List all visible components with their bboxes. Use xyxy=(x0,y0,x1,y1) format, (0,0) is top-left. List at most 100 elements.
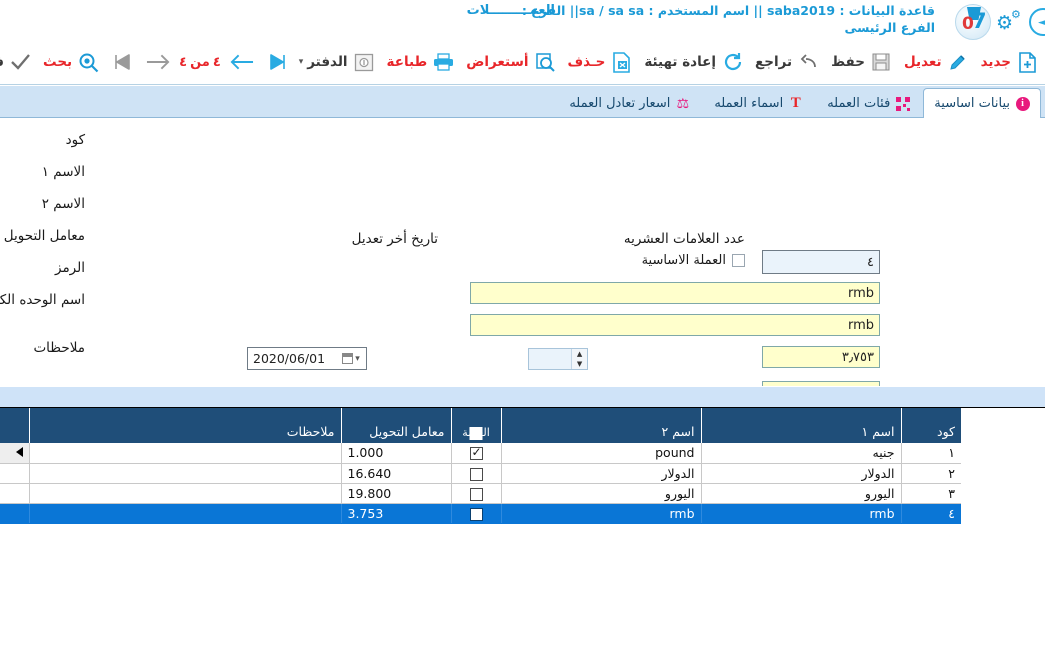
check-button[interactable]: فحـص xyxy=(0,40,39,84)
tab-currency-categories[interactable]: فئات العمله xyxy=(817,89,922,117)
column-header-code[interactable]: كود xyxy=(901,408,962,443)
row-currency-checkbox[interactable] xyxy=(470,507,484,521)
cell-currency[interactable] xyxy=(451,443,502,464)
last-record-button[interactable] xyxy=(260,40,295,84)
delete-button[interactable]: حـذف xyxy=(563,40,640,84)
cell-name1[interactable]: اليورو xyxy=(701,483,902,504)
first-record-icon xyxy=(112,49,137,75)
cell-currency[interactable] xyxy=(451,483,502,504)
spin-up-icon[interactable]: ▲ xyxy=(577,349,584,358)
conversion-factor-label: معامل التحويل xyxy=(4,228,86,244)
pager-current: ٤ xyxy=(213,54,222,70)
delete-document-icon xyxy=(610,49,635,75)
cell-name2[interactable]: pound xyxy=(501,443,702,464)
next-record-button[interactable] xyxy=(225,40,260,84)
column-header-factor[interactable]: معامل التحويل xyxy=(341,408,452,443)
row-currency-checkbox[interactable] xyxy=(470,487,484,501)
cell-name1[interactable]: rmb xyxy=(701,503,902,524)
cell-name2[interactable]: اليورو xyxy=(501,483,702,504)
row-currency-checkbox[interactable] xyxy=(470,445,484,461)
last-modified-value[interactable]: 2020/06/01 xyxy=(254,351,327,366)
tab-basic-data[interactable]: i بيانات اساسية xyxy=(924,88,1042,118)
row-currency-checkbox[interactable] xyxy=(470,467,484,481)
print-button[interactable]: طباعة xyxy=(383,40,463,84)
cell-currency[interactable] xyxy=(451,463,502,484)
cell-name1[interactable]: الدولار xyxy=(701,463,902,484)
title-bar: العمـــــــــلات قاعدة البيانات : saba20… xyxy=(0,0,1046,40)
base-currency-checkbox-row[interactable]: العملة الاساسية xyxy=(643,253,746,268)
cell-notes[interactable] xyxy=(30,483,342,504)
settings-gears-icon[interactable]: ⚙ ⚙ xyxy=(997,8,1022,34)
code-input[interactable] xyxy=(763,250,881,274)
previous-record-button[interactable] xyxy=(142,40,177,84)
cell-code[interactable]: ١ xyxy=(901,443,962,464)
name1-label-row: الاسم ١ xyxy=(43,164,86,180)
cell-name2[interactable]: الدولار xyxy=(501,463,702,484)
spin-down-icon[interactable]: ▼ xyxy=(577,359,584,368)
base-currency-checkbox[interactable] xyxy=(733,254,746,267)
row-selector[interactable] xyxy=(0,503,31,524)
name2-input[interactable] xyxy=(471,314,881,336)
last-modified-date-picker[interactable]: 2020/06/01 ▾ xyxy=(248,347,368,370)
decimal-places-spin-buttons[interactable]: ▲ ▼ xyxy=(572,349,588,369)
decimal-places-label-row: عدد العلامات العشريه xyxy=(625,231,746,247)
conversion-factor-input[interactable] xyxy=(763,346,881,368)
cell-name2[interactable]: rmb xyxy=(501,503,702,524)
column-header-name1[interactable]: اسم ١ xyxy=(701,408,902,443)
row-selector[interactable] xyxy=(0,443,31,464)
cell-factor[interactable]: 1.000 xyxy=(341,443,452,464)
cell-currency[interactable] xyxy=(451,503,502,524)
balance-scale-icon: ⚖ xyxy=(677,95,691,112)
cell-notes[interactable] xyxy=(30,443,342,464)
tab-currency-parity-rates[interactable]: ⚖ اسعار تعادل العمله xyxy=(559,89,702,117)
column-header-name2[interactable]: اسم ٢ xyxy=(501,408,702,443)
cell-notes[interactable] xyxy=(30,503,342,524)
symbol-label: الرمز xyxy=(56,260,86,276)
name1-input[interactable] xyxy=(471,282,881,304)
search-button[interactable]: بحث xyxy=(39,40,107,84)
first-record-button[interactable] xyxy=(107,40,142,84)
decimal-places-label: عدد العلامات العشريه xyxy=(624,231,746,247)
row-selector[interactable] xyxy=(0,483,31,504)
search-icon xyxy=(77,49,102,75)
ledger-button[interactable]: الدفتر ▾ xyxy=(295,40,383,84)
cell-code[interactable]: ٤ xyxy=(901,503,962,524)
table-row[interactable]: ١ جنيه pound 1.000 xyxy=(0,443,962,464)
session-line-2: الفرع الرئيسى xyxy=(845,20,936,35)
decimal-places-value[interactable] xyxy=(530,349,572,369)
cell-code[interactable]: ٢ xyxy=(901,463,962,484)
new-button-label: جديد xyxy=(981,54,1012,70)
undo-arrow-icon xyxy=(797,49,822,75)
pager-of: من xyxy=(191,54,211,70)
preview-button[interactable]: أستعراض xyxy=(462,40,563,84)
table-row[interactable]: ٢ الدولار الدولار 16.640 xyxy=(0,463,962,484)
cell-factor[interactable]: 19.800 xyxy=(341,483,452,504)
new-button[interactable]: جديد xyxy=(977,40,1046,84)
undo-button[interactable]: تراجع xyxy=(751,40,827,84)
calendar-dropdown-button[interactable]: ▾ xyxy=(337,348,367,369)
column-header-currency[interactable]: العملة xyxy=(451,408,502,443)
edit-button[interactable]: تعديل xyxy=(900,40,977,84)
tab-currency-names[interactable]: T اسماء العمله xyxy=(704,89,815,117)
cell-factor[interactable]: 3.753 xyxy=(341,503,452,524)
table-row[interactable]: ٣ اليورو اليورو 19.800 xyxy=(0,483,962,504)
save-button[interactable]: حفظ xyxy=(827,40,900,84)
reset-button[interactable]: إعادة تهيئة xyxy=(640,40,751,84)
cell-name1[interactable]: جنيه xyxy=(701,443,902,464)
decimal-places-stepper[interactable]: ▲ ▼ xyxy=(529,348,589,370)
previous-record-arrow-icon xyxy=(147,49,172,75)
cell-notes[interactable] xyxy=(30,463,342,484)
base-currency-label: العملة الاساسية xyxy=(642,253,727,268)
print-button-label: طباعة xyxy=(387,54,429,70)
ledger-dropdown-arrow-icon[interactable]: ▾ xyxy=(299,57,305,67)
row-selector[interactable] xyxy=(0,463,31,484)
logo-zero: 0 xyxy=(963,14,975,34)
table-row[interactable]: ٤ rmb rmb 3.753 xyxy=(0,503,962,524)
column-header-row-selector xyxy=(0,408,31,443)
column-header-notes[interactable]: ملاحظات xyxy=(30,408,342,443)
cell-factor[interactable]: 16.640 xyxy=(341,463,452,484)
cell-code[interactable]: ٣ xyxy=(901,483,962,504)
back-circle-icon[interactable]: ◄ xyxy=(1030,8,1046,36)
column-header-currency-checkbox[interactable] xyxy=(470,427,484,440)
save-floppy-icon xyxy=(870,49,895,75)
